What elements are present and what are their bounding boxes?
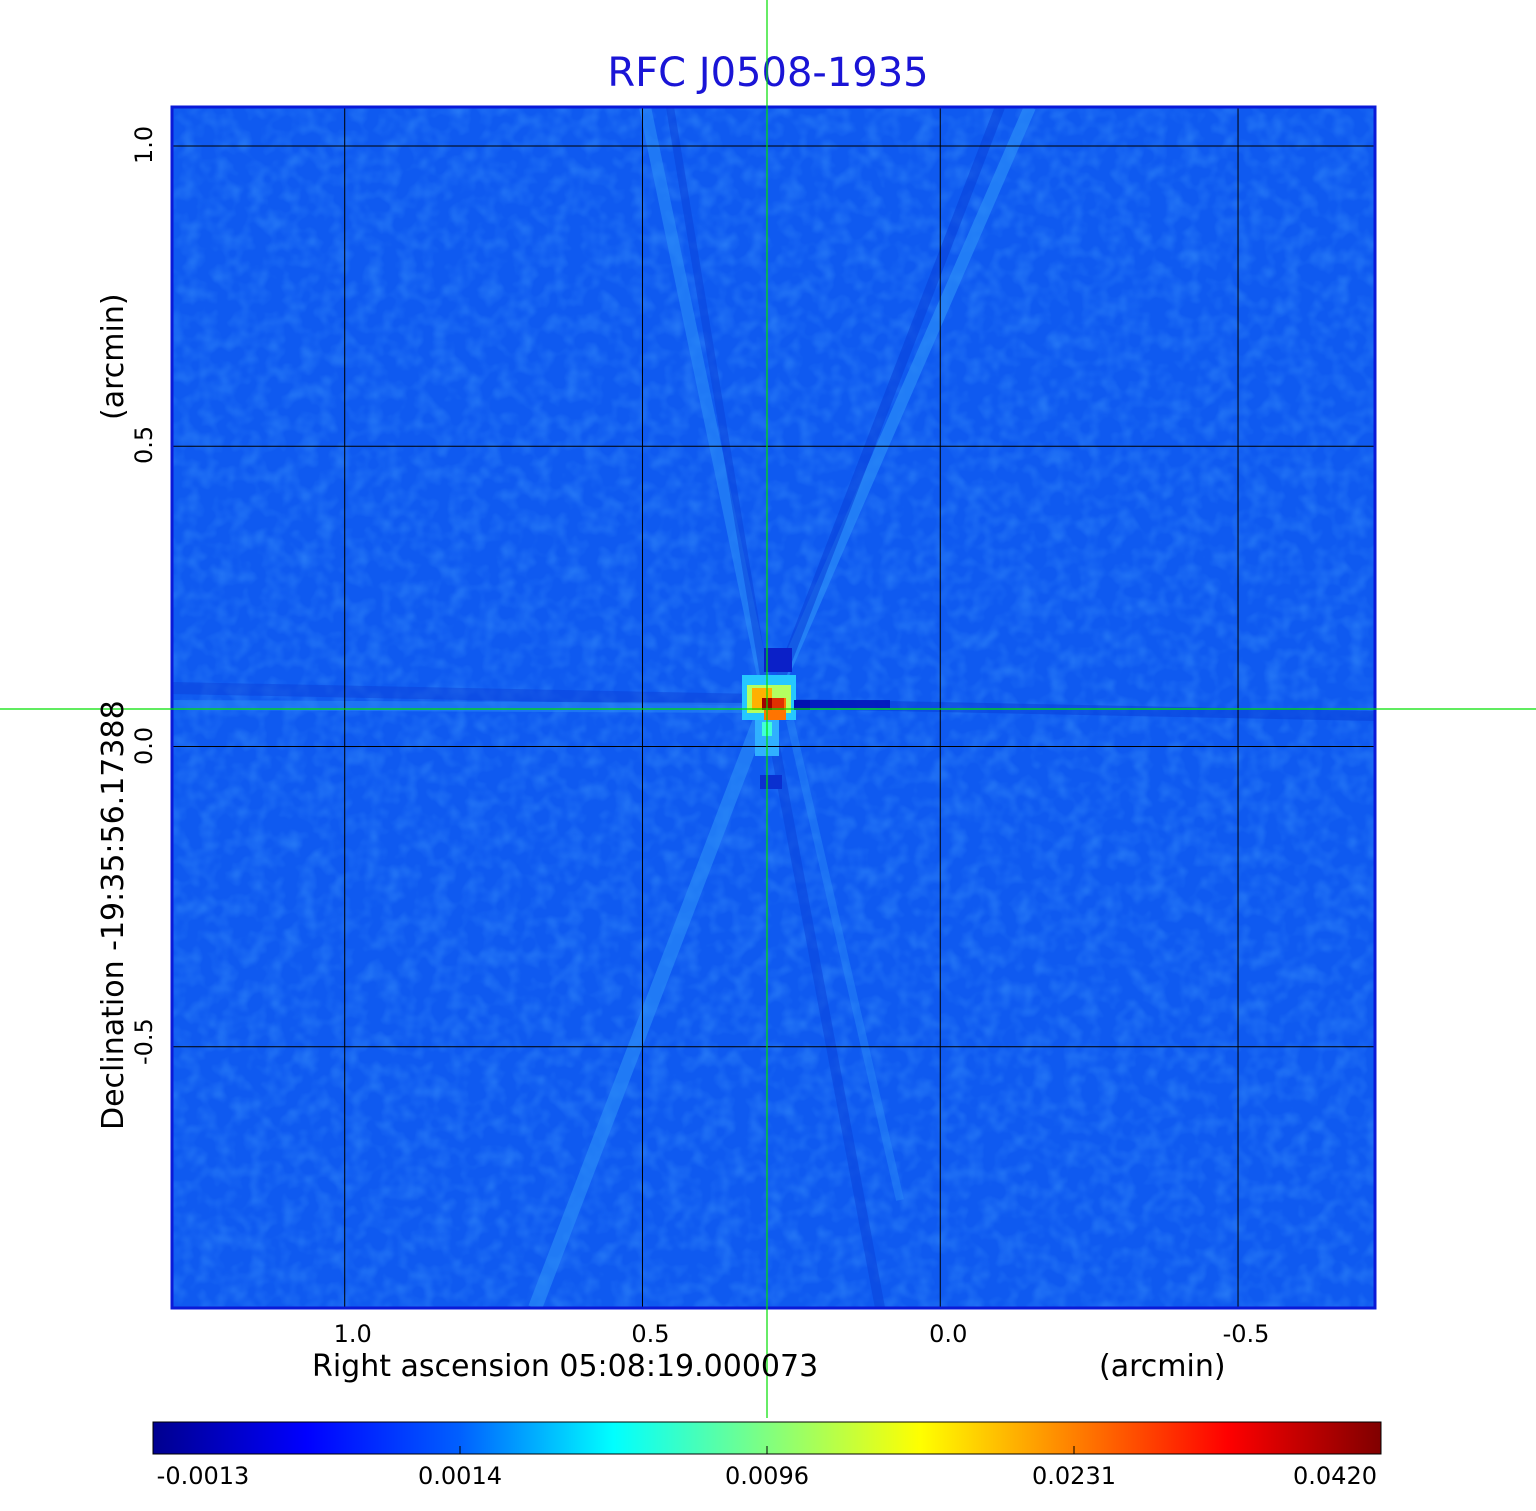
sidelobe-streak — [786, 719, 904, 1201]
plot-title: RFC J0508-1935 — [607, 50, 929, 96]
x-tick-label: 1.0 — [333, 1320, 372, 1348]
y-tick-label: -0.5 — [130, 1017, 158, 1065]
y-tick-label: 0.0 — [130, 726, 158, 765]
colorbar-tick-label: 0.0231 — [1032, 1462, 1116, 1490]
colorbar-tick-label: 0.0096 — [725, 1462, 809, 1490]
colorbar-ticks — [459, 1446, 1075, 1454]
y-axis-label: Declination -19:35:56.17388 — [96, 700, 131, 1130]
sidelobe-streak — [528, 717, 767, 1308]
x-axis-unit: (arcmin) — [1099, 1349, 1226, 1384]
coordinate-grid — [172, 107, 1375, 1308]
colorbar-tick-label: 0.0420 — [1293, 1462, 1377, 1490]
sidelobe-streak — [767, 107, 1005, 702]
colorbar-tick-label: 0.0014 — [418, 1462, 502, 1490]
x-axis-label: Right ascension 05:08:19.000073 — [312, 1349, 819, 1384]
y-tick-label: 1.0 — [130, 125, 158, 165]
sidelobe-streaks — [172, 107, 1375, 1308]
y-tick-label: 0.5 — [130, 426, 158, 465]
x-tick-label: 0.0 — [929, 1320, 968, 1348]
y-axis-unit: (arcmin) — [96, 293, 131, 420]
x-tick-label: 0.5 — [631, 1320, 670, 1348]
sidelobe-streak — [765, 719, 885, 1308]
sidelobe-streak — [172, 682, 761, 706]
image-frame — [170, 105, 1377, 1310]
sidelobe-streak — [172, 700, 761, 713]
colorbar-tick-label: -0.0013 — [156, 1462, 250, 1490]
sidelobe-streak — [639, 107, 774, 702]
x-tick-label: -0.5 — [1222, 1320, 1270, 1348]
sidelobe-streak — [666, 107, 772, 701]
